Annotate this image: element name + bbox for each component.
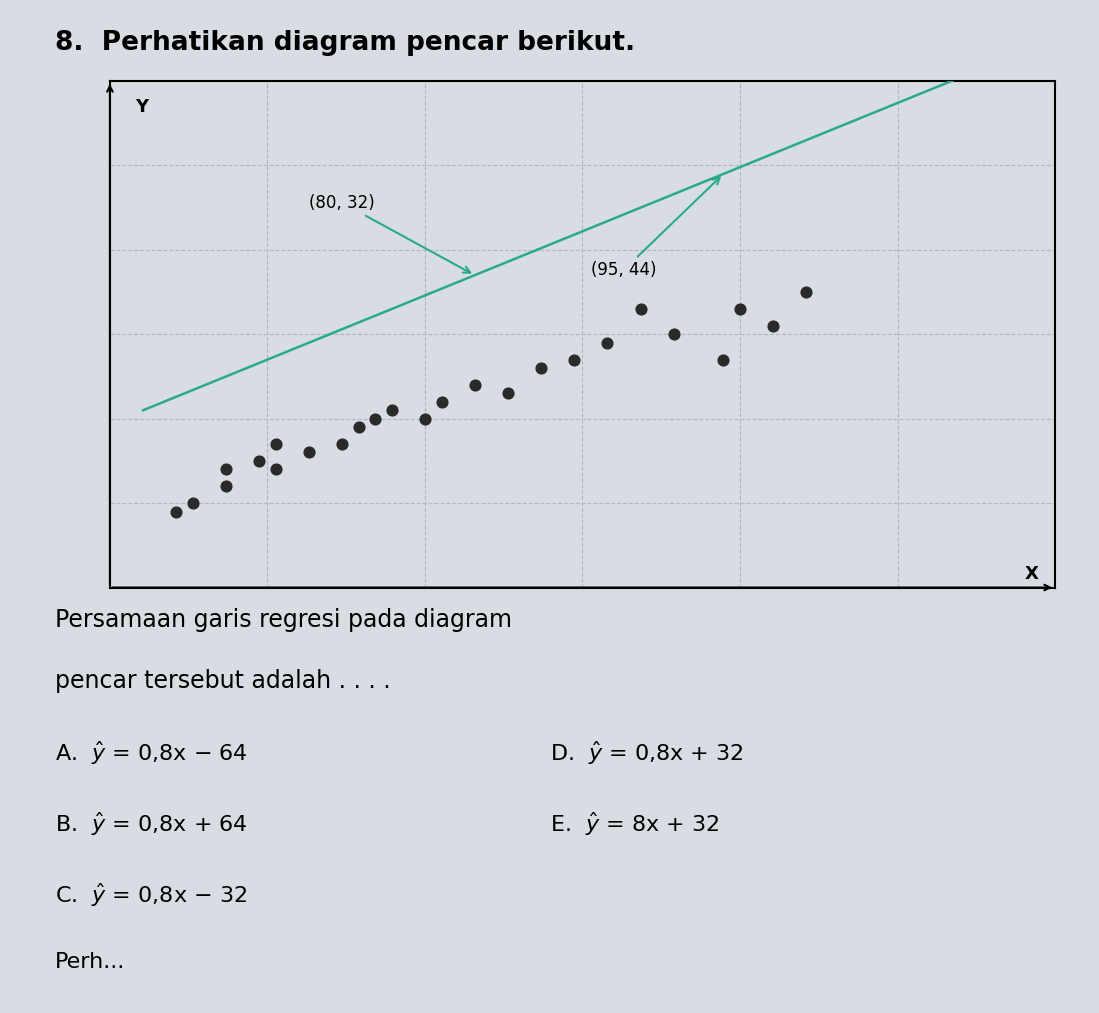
- Text: X: X: [1024, 565, 1039, 583]
- Point: [665, 326, 682, 342]
- Text: Persamaan garis regresi pada diagram: Persamaan garis regresi pada diagram: [55, 608, 512, 632]
- Point: [466, 377, 484, 393]
- Point: [267, 461, 285, 477]
- Text: (80, 32): (80, 32): [309, 193, 470, 272]
- Point: [366, 410, 384, 426]
- Text: (95, 44): (95, 44): [591, 177, 720, 280]
- Point: [184, 495, 201, 512]
- Point: [251, 453, 268, 469]
- Point: [532, 360, 550, 376]
- Point: [714, 352, 732, 368]
- Text: C.  $\hat{y}$ = 0,8x − 32: C. $\hat{y}$ = 0,8x − 32: [55, 881, 247, 909]
- Point: [417, 410, 434, 426]
- Point: [565, 352, 582, 368]
- Point: [349, 419, 367, 436]
- Point: [499, 385, 517, 401]
- Point: [798, 284, 815, 300]
- Text: Perh...: Perh...: [55, 952, 125, 972]
- Text: B.  $\hat{y}$ = 0,8x + 64: B. $\hat{y}$ = 0,8x + 64: [55, 810, 247, 838]
- Point: [731, 301, 748, 317]
- Text: E.  $\hat{y}$ = 8x + 32: E. $\hat{y}$ = 8x + 32: [550, 810, 719, 838]
- Point: [382, 402, 400, 418]
- Point: [218, 461, 235, 477]
- Text: Y: Y: [135, 98, 148, 115]
- Point: [433, 394, 451, 410]
- Point: [167, 503, 185, 520]
- Point: [333, 436, 351, 452]
- Text: pencar tersebut adalah . . . .: pencar tersebut adalah . . . .: [55, 669, 390, 693]
- Point: [300, 445, 318, 461]
- Text: D.  $\hat{y}$ = 0,8x + 32: D. $\hat{y}$ = 0,8x + 32: [550, 739, 743, 767]
- Text: A.  $\hat{y}$ = 0,8x − 64: A. $\hat{y}$ = 0,8x − 64: [55, 739, 247, 767]
- Text: 8.  Perhatikan diagram pencar berikut.: 8. Perhatikan diagram pencar berikut.: [55, 30, 635, 57]
- Point: [218, 478, 235, 494]
- Point: [632, 301, 650, 317]
- Point: [599, 334, 617, 350]
- Point: [765, 318, 782, 334]
- Point: [267, 436, 285, 452]
